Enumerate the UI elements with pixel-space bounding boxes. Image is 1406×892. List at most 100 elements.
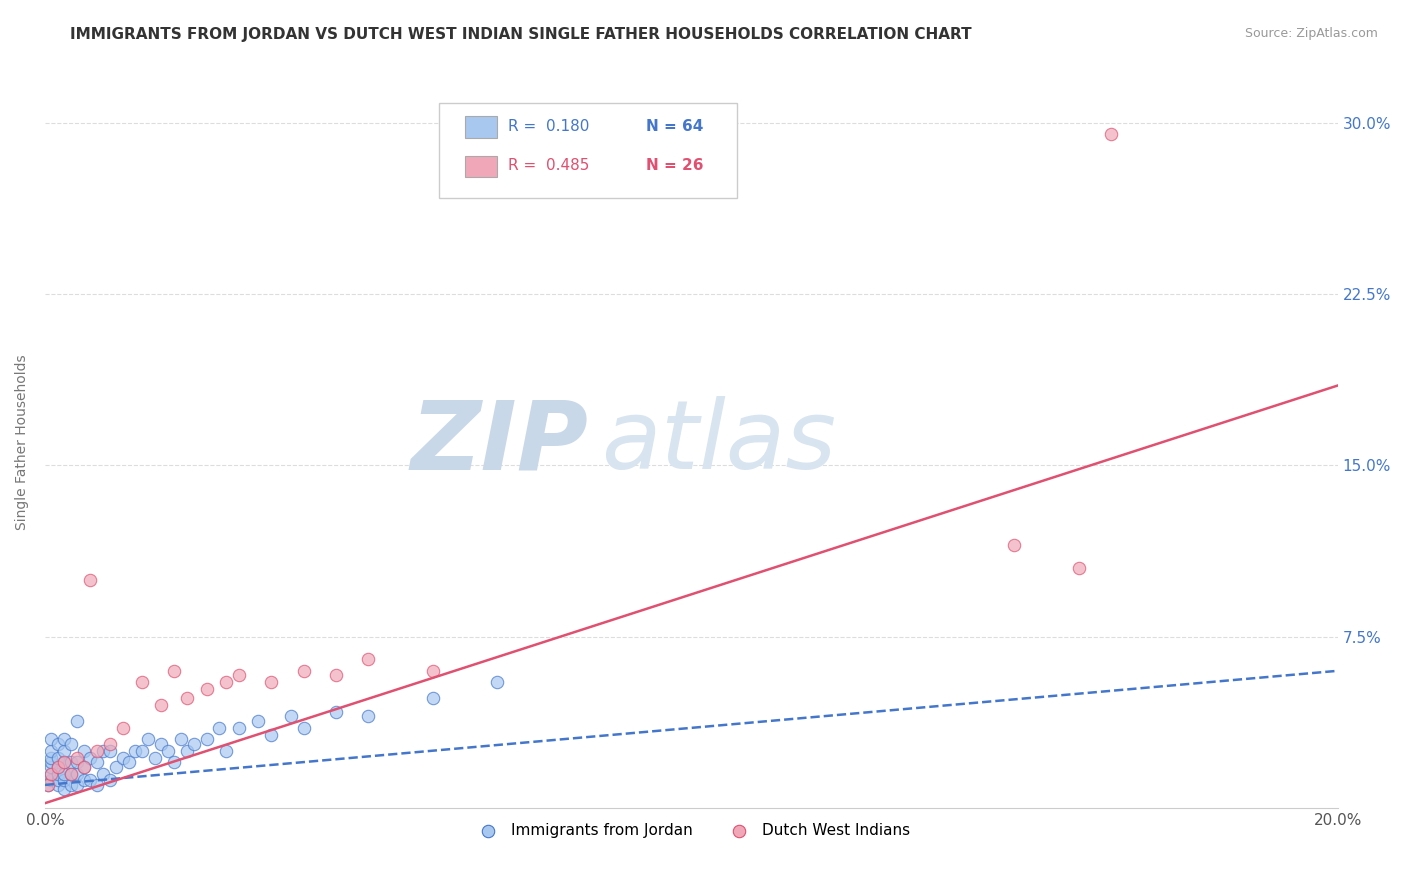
Point	[73, 773, 96, 788]
Point	[37, 778, 59, 792]
Point	[131, 744, 153, 758]
Point	[46, 778, 69, 792]
Point	[228, 721, 250, 735]
Point	[46, 773, 69, 788]
Point	[183, 737, 205, 751]
Point	[131, 675, 153, 690]
Point	[247, 714, 270, 728]
Point	[280, 709, 302, 723]
Point	[208, 721, 231, 735]
Point	[41, 755, 63, 769]
Point	[195, 732, 218, 747]
Point	[66, 755, 89, 769]
Point	[66, 778, 89, 792]
Point	[53, 773, 76, 788]
Legend: Immigrants from Jordan, Dutch West Indians: Immigrants from Jordan, Dutch West India…	[467, 817, 915, 844]
Point	[138, 732, 160, 747]
Point	[86, 778, 108, 792]
Point	[195, 682, 218, 697]
Point	[228, 668, 250, 682]
Point	[66, 750, 89, 764]
Point	[118, 755, 141, 769]
Point	[46, 766, 69, 780]
Point	[41, 732, 63, 747]
Point	[163, 664, 186, 678]
Point	[170, 732, 193, 747]
Text: N = 26: N = 26	[647, 158, 703, 173]
Point	[41, 759, 63, 773]
Point	[91, 744, 114, 758]
Point	[59, 766, 82, 780]
Point	[53, 755, 76, 769]
Point	[59, 778, 82, 792]
Point	[357, 709, 380, 723]
Point	[37, 778, 59, 792]
Point	[215, 744, 238, 758]
Point	[46, 759, 69, 773]
Point	[111, 750, 134, 764]
Point	[66, 714, 89, 728]
Point	[176, 744, 198, 758]
Text: R =  0.485: R = 0.485	[508, 158, 589, 173]
Point	[422, 691, 444, 706]
Point	[150, 737, 173, 751]
Point	[79, 750, 101, 764]
Point	[46, 759, 69, 773]
Text: atlas: atlas	[600, 396, 835, 489]
Bar	[465, 116, 498, 138]
Point	[422, 664, 444, 678]
Point	[41, 773, 63, 788]
Point	[73, 759, 96, 773]
Point	[59, 755, 82, 769]
Point	[1099, 128, 1122, 142]
Point	[486, 675, 509, 690]
Point	[53, 744, 76, 758]
Point	[66, 766, 89, 780]
Point	[111, 721, 134, 735]
Point	[41, 750, 63, 764]
Point	[215, 675, 238, 690]
Point	[46, 750, 69, 764]
Text: R =  0.180: R = 0.180	[508, 119, 589, 134]
Point	[53, 782, 76, 797]
Point	[325, 705, 347, 719]
Point	[73, 759, 96, 773]
Text: Source: ZipAtlas.com: Source: ZipAtlas.com	[1244, 27, 1378, 40]
Text: N = 64: N = 64	[647, 119, 703, 134]
Point	[91, 766, 114, 780]
Point	[41, 766, 63, 780]
Point	[98, 744, 121, 758]
Point	[86, 744, 108, 758]
Point	[79, 773, 101, 788]
Point	[41, 744, 63, 758]
Point	[53, 732, 76, 747]
Point	[46, 737, 69, 751]
Point	[41, 766, 63, 780]
Point	[79, 573, 101, 587]
Point	[86, 755, 108, 769]
FancyBboxPatch shape	[439, 103, 737, 198]
Point	[1069, 561, 1091, 575]
Point	[53, 766, 76, 780]
Point	[1004, 538, 1026, 552]
Point	[124, 744, 146, 758]
Point	[98, 737, 121, 751]
Point	[292, 664, 315, 678]
Point	[163, 755, 186, 769]
Text: ZIP: ZIP	[411, 396, 588, 489]
Point	[143, 750, 166, 764]
Point	[53, 755, 76, 769]
Point	[150, 698, 173, 712]
Point	[260, 728, 283, 742]
Point	[156, 744, 179, 758]
Point	[260, 675, 283, 690]
Y-axis label: Single Father Households: Single Father Households	[15, 355, 30, 531]
Point	[325, 668, 347, 682]
Point	[292, 721, 315, 735]
Point	[176, 691, 198, 706]
Text: IMMIGRANTS FROM JORDAN VS DUTCH WEST INDIAN SINGLE FATHER HOUSEHOLDS CORRELATION: IMMIGRANTS FROM JORDAN VS DUTCH WEST IND…	[70, 27, 972, 42]
Point	[105, 759, 128, 773]
Point	[59, 766, 82, 780]
Point	[98, 773, 121, 788]
Point	[73, 744, 96, 758]
